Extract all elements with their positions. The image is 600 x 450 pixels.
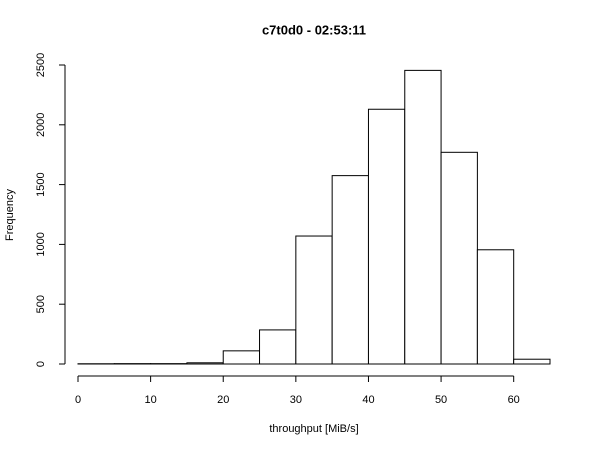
y-tick-label: 0 <box>35 361 47 367</box>
bar <box>295 235 333 365</box>
x-tick-label: 10 <box>144 394 156 406</box>
bar <box>259 329 297 365</box>
bar <box>331 175 369 365</box>
y-tick-label: 500 <box>35 295 47 313</box>
y-tick-label: 1000 <box>35 232 47 256</box>
y-tick-label: 2500 <box>35 53 47 77</box>
bar <box>222 350 261 365</box>
chart-title: c7t0d0 - 02:53:11 <box>262 22 366 37</box>
y-tick-label: 2000 <box>35 113 47 137</box>
x-tick-label: 0 <box>75 394 81 406</box>
bar <box>186 362 224 365</box>
x-tick-label: 40 <box>362 394 374 406</box>
bar <box>476 249 515 365</box>
x-axis-label: throughput [MiB/s] <box>269 423 358 435</box>
bar <box>367 108 406 365</box>
y-tick-label: 1500 <box>35 172 47 196</box>
bar <box>404 69 442 365</box>
bar <box>513 358 551 365</box>
y-axis-label: Frequency <box>4 189 16 241</box>
x-tick-label: 50 <box>435 394 447 406</box>
x-tick-label: 60 <box>508 394 520 406</box>
x-tick-label: 20 <box>217 394 229 406</box>
bar <box>440 151 478 365</box>
x-tick-label: 30 <box>290 394 302 406</box>
